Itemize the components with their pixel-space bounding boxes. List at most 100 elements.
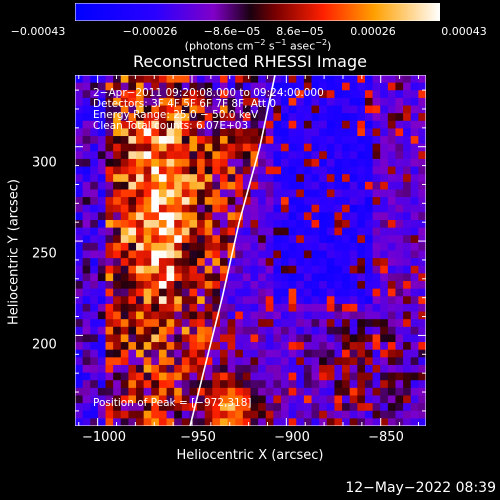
heatmap-cell [105, 90, 114, 99]
heatmap-cell [380, 158, 389, 168]
heatmap-cell [281, 113, 290, 122]
heatmap-cell [151, 410, 160, 419]
heatmap-cell [143, 158, 152, 168]
heatmap-cell [120, 288, 130, 297]
heatmap-cell [250, 303, 259, 313]
heatmap-cell [166, 273, 175, 282]
heatmap-cell [296, 303, 305, 313]
heatmap-cell [288, 105, 297, 114]
heatmap-cell [281, 235, 290, 244]
heatmap-cell [372, 143, 381, 152]
heatmap-cell [181, 410, 191, 419]
heatmap-cell [395, 151, 404, 160]
heatmap-cell [372, 212, 381, 221]
heatmap-cell [204, 364, 213, 374]
heatmap-cell [281, 90, 290, 99]
heatmap-cell [258, 380, 267, 389]
heatmap-cell [349, 151, 358, 160]
heatmap-cell [250, 281, 259, 290]
heatmap-cell [212, 357, 221, 366]
heatmap-cell [273, 410, 282, 419]
heatmap-cell [281, 212, 290, 221]
heatmap-cell [227, 326, 236, 336]
heatmap-cell [303, 326, 313, 336]
heatmap-cell [128, 334, 137, 343]
heatmap-cell [410, 75, 419, 84]
heatmap-cell [326, 204, 336, 213]
heatmap-cell [326, 120, 336, 130]
heatmap-cell [364, 242, 374, 252]
heatmap-cell [357, 143, 366, 152]
heatmap-cell [166, 410, 175, 419]
heatmap-cell [395, 326, 404, 336]
heatmap-cell [334, 242, 343, 252]
heatmap-cell [166, 296, 175, 305]
heatmap-cell [90, 303, 99, 313]
heatmap-cell [75, 204, 84, 213]
heatmap-cell [136, 372, 145, 381]
heatmap-cell [296, 113, 305, 122]
heatmap-cell [326, 326, 336, 336]
heatmap-cell [403, 158, 412, 168]
heatmap-cell [105, 82, 114, 91]
heatmap-cell [357, 128, 366, 137]
heatmap-cell [90, 265, 99, 274]
heatmap-cell [311, 273, 320, 282]
heatmap-cell [105, 189, 114, 198]
heatmap-cell [288, 303, 297, 313]
heatmap-cell [357, 113, 366, 122]
heatmap-cell [166, 357, 175, 366]
heatmap-cell [281, 105, 290, 114]
heatmap-cell [395, 75, 404, 84]
heatmap-cell [120, 303, 130, 313]
heatmap-cell [158, 403, 168, 412]
heatmap-cell [90, 326, 99, 336]
heatmap-cell [319, 219, 328, 229]
heatmap-cell [380, 204, 389, 213]
heatmap-cell [296, 151, 305, 160]
heatmap-cell [242, 418, 252, 426]
heatmap-cell [174, 113, 183, 122]
heatmap-cell [380, 357, 389, 366]
heatmap-cell [120, 197, 130, 206]
heatmap-cell [364, 273, 374, 282]
heatmap-cell [227, 158, 236, 168]
heatmap-cell [418, 242, 426, 252]
heatmap-cell [410, 258, 419, 267]
heatmap-cell [113, 143, 122, 152]
heatmap-cell [395, 380, 404, 389]
heatmap-cell [235, 334, 244, 343]
heatmap-cell [326, 219, 336, 229]
heatmap-cell [296, 136, 305, 145]
heatmap-cell [403, 357, 412, 366]
heatmap-cell [219, 403, 229, 412]
heatmap-cell [395, 197, 404, 206]
heatmap-cell [281, 166, 290, 175]
heatmap-cell [342, 265, 351, 274]
heatmap-cell [120, 166, 130, 175]
heatmap-cell [258, 158, 267, 168]
heatmap-cell [296, 250, 305, 259]
heatmap-cell [113, 395, 122, 404]
heatmap-cell [326, 113, 336, 122]
heatmap-cell [403, 372, 412, 381]
heatmap-cell [151, 166, 160, 175]
heatmap-cell [410, 204, 419, 213]
heatmap-cell [250, 219, 259, 229]
heatmap-cell [82, 303, 91, 313]
heatmap-cell [151, 364, 160, 374]
heatmap-cell [395, 342, 404, 351]
heatmap-cell [242, 227, 252, 236]
heatmap-cell [174, 75, 183, 84]
heatmap-cell [128, 75, 137, 84]
heatmap-cell [75, 349, 84, 358]
heatmap-cell [174, 143, 183, 152]
heatmap-cell [143, 181, 152, 191]
heatmap-cell [311, 334, 320, 343]
heatmap-cell [151, 273, 160, 282]
heatmap-cell [227, 212, 236, 221]
heatmap-cell [174, 219, 183, 229]
heatmap-cell [235, 212, 244, 221]
heatmap-cell [219, 181, 229, 191]
heatmap-cell [166, 75, 175, 84]
